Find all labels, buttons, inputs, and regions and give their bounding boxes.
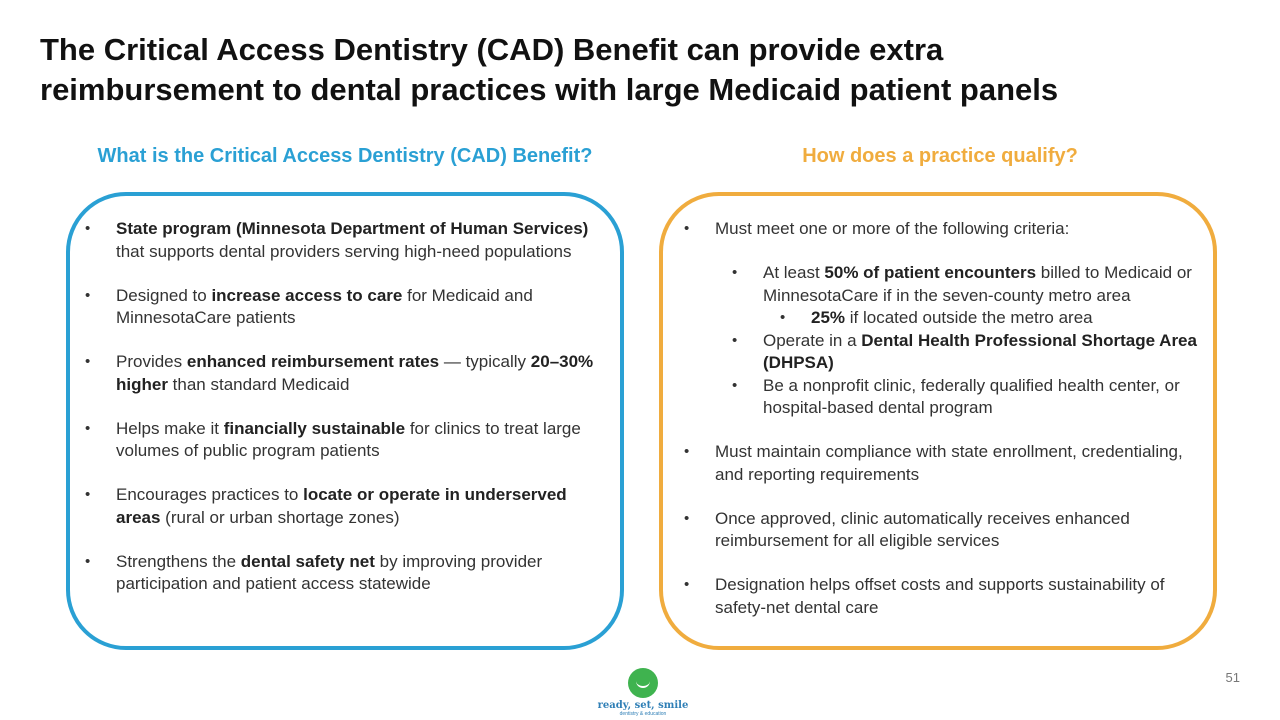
left-bullet-item: • Strengthens the dental safety net by im… xyxy=(85,551,606,596)
bullet-text: that supports dental providers serving h… xyxy=(116,241,572,261)
bullet-text: Once approved, clinic automatically rece… xyxy=(715,508,1130,551)
criteria-sub-item: • 25% if located outside the metro area xyxy=(780,307,1205,330)
bullet-icon: • xyxy=(85,220,91,237)
bold-text: 20–30% higher xyxy=(116,352,594,394)
bullet-icon: • xyxy=(684,443,690,460)
bullet-text: Provides xyxy=(116,352,187,371)
bullet-icon: • xyxy=(85,419,91,437)
logo-text: ready, set, smile xyxy=(597,700,689,711)
logo-subtext: dentistry & education xyxy=(619,711,667,717)
bullet-icon: • xyxy=(684,509,690,527)
left-bullet-item: • State program (Minnesota Department of … xyxy=(85,218,606,263)
bullet-text: Helps make it xyxy=(116,418,224,438)
criteria-item: • Operate in a Dental Health Professional… xyxy=(732,330,1205,375)
bullet-text: Operate in a xyxy=(763,330,862,350)
bullet-text: for Medicaid and MinnesotaCare patients xyxy=(116,285,533,328)
bullet-icon: • xyxy=(780,309,786,326)
criteria-sub-list: • 25% if located outside the metro area xyxy=(763,307,1205,330)
page-number: 51 xyxy=(1225,670,1240,685)
bullet-text: — typically xyxy=(439,352,531,371)
bullet-text: if located outside the metro area xyxy=(845,308,1093,327)
bullet-icon: • xyxy=(85,486,91,503)
bold-text: enhanced reimbursement rates xyxy=(186,352,440,371)
bullet-text: Must meet one or more of the following c… xyxy=(715,219,1070,238)
bullet-icon: • xyxy=(732,331,738,349)
right-bullet-list: • Must meet one or more of the following … xyxy=(684,218,1205,641)
bullet-text: for clinics to treat large volumes of pu… xyxy=(116,418,581,461)
left-bullet-item: • Provides enhanced reimbursement rates —… xyxy=(85,351,606,396)
left-bullet-item: • Encourages practices to locate or opera… xyxy=(85,484,606,529)
bullet-text: (rural or urban shortage zones) xyxy=(160,507,400,527)
criteria-item: • At least 50% of patient encounters bill… xyxy=(732,262,1205,330)
right-rounded-box xyxy=(659,192,1217,650)
bullet-text: Be a nonprofit clinic, federally qualifi… xyxy=(763,375,1180,418)
slide-title: The Critical Access Dentistry (CAD) Bene… xyxy=(40,30,1240,110)
bold-text: locate or operate in underserved areas xyxy=(116,485,567,527)
bold-text: State program (Minnesota Department of H… xyxy=(116,219,589,238)
bold-text: increase access to care xyxy=(211,285,403,305)
bullet-text: Strengthens the xyxy=(116,551,241,571)
slide-title-line-2: reimbursement to dental practices with l… xyxy=(40,72,1059,107)
left-bullet-list: • State program (Minnesota Department of … xyxy=(85,218,606,617)
right-bullet-item: • Once approved, clinic automatically rec… xyxy=(684,508,1205,553)
ready-set-smile-logo: ready, set, smile dentistry & education xyxy=(593,668,693,717)
left-column-heading: What is the Critical Access Dentistry (C… xyxy=(97,145,593,167)
bold-text: 50% of patient encounters xyxy=(824,263,1037,282)
bullet-icon: • xyxy=(732,376,738,394)
left-bullet-item: • Helps make it financially sustainable f… xyxy=(85,418,606,463)
bullet-icon: • xyxy=(732,264,738,281)
left-rounded-box xyxy=(66,192,624,650)
bullet-icon: • xyxy=(85,286,91,304)
right-column-heading: How does a practice qualify? xyxy=(802,145,1078,167)
bullet-text: Designation helps offset costs and suppo… xyxy=(715,575,1165,617)
bullet-text: Encourages practices to xyxy=(116,485,304,504)
left-bullet-item: • Designed to increase access to care for… xyxy=(85,285,606,330)
bold-text: Dental Health Professional Shortage Area… xyxy=(763,330,1197,373)
smile-icon xyxy=(628,668,658,698)
right-bullet-item: • Must meet one or more of the following … xyxy=(684,218,1205,420)
bullet-icon: • xyxy=(684,576,690,593)
bullet-icon: • xyxy=(85,552,91,570)
bullet-icon: • xyxy=(684,220,690,237)
bold-text: 25% xyxy=(811,308,846,327)
bullet-text: Must maintain compliance with state enro… xyxy=(715,442,1183,484)
bullet-text: billed to Medicaid or MinnesotaCare if i… xyxy=(763,263,1192,305)
bold-text: financially sustainable xyxy=(223,418,406,438)
criteria-list: • At least 50% of patient encounters bill… xyxy=(715,262,1205,420)
right-bullet-item: • Must maintain compliance with state enr… xyxy=(684,441,1205,486)
criteria-item: • Be a nonprofit clinic, federally qualif… xyxy=(732,375,1205,420)
bullet-text: than standard Medicaid xyxy=(167,374,350,394)
bullet-text: by improving provider participation and … xyxy=(116,551,543,594)
slide-title-line-1: The Critical Access Dentistry (CAD) Bene… xyxy=(40,32,944,67)
right-bullet-item: • Designation helps offset costs and supp… xyxy=(684,574,1205,619)
bullet-icon: • xyxy=(85,353,91,370)
bold-text: dental safety net xyxy=(240,551,375,571)
bullet-text: At least xyxy=(763,263,825,282)
bullet-text: Designed to xyxy=(116,285,212,305)
